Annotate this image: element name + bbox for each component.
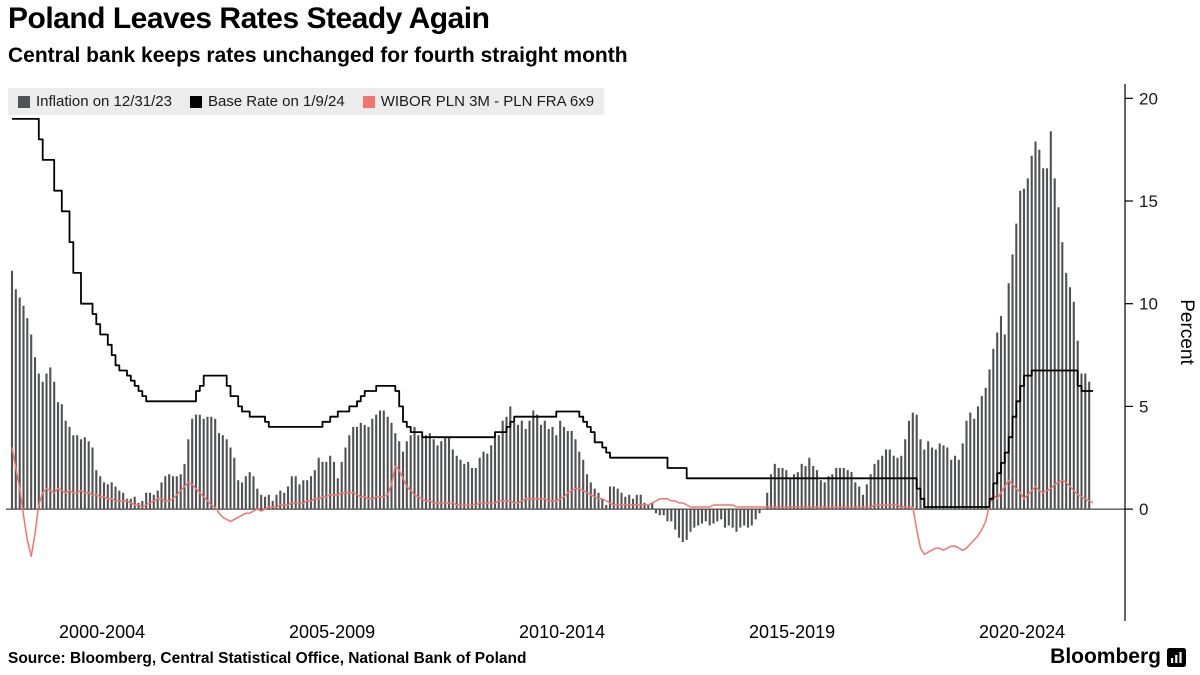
legend-item: Base Rate on 1/9/24 bbox=[189, 93, 345, 110]
legend-item: Inflation on 12/31/23 bbox=[18, 93, 172, 110]
legend-swatch bbox=[18, 95, 30, 108]
legend-label: Inflation on 12/31/23 bbox=[36, 93, 172, 110]
bloomberg-wordmark: Bloomberg bbox=[1050, 645, 1161, 668]
x-axis-label: 2005-2009 bbox=[289, 622, 375, 642]
x-axis-label: 2000-2004 bbox=[59, 622, 145, 642]
bloomberg-logo: Bloomberg bbox=[1050, 645, 1186, 669]
wibor-spread-line bbox=[11, 447, 1094, 558]
x-axis-label: 2010-2014 bbox=[519, 622, 605, 642]
legend-label: WIBOR PLN 3M - PLN FRA 6x9 bbox=[380, 93, 595, 110]
chart-subtitle: Central bank keeps rates unchanged for f… bbox=[8, 44, 628, 67]
inflation-bars bbox=[10, 131, 1091, 542]
y-tick-label: 15 bbox=[1139, 192, 1158, 211]
legend-swatch bbox=[362, 95, 375, 108]
y-tick-label: 10 bbox=[1139, 295, 1158, 314]
bloomberg-chart-icon bbox=[1167, 647, 1186, 667]
legend-item: WIBOR PLN 3M - PLN FRA 6x9 bbox=[362, 93, 595, 110]
y-tick-label: 5 bbox=[1139, 397, 1148, 416]
y-tick-label: 0 bbox=[1139, 500, 1148, 519]
legend: Inflation on 12/31/23 Base Rate on 1/9/24… bbox=[8, 88, 605, 115]
y-tick-label: 20 bbox=[1139, 89, 1158, 108]
x-axis-label: 2020-2024 bbox=[979, 622, 1065, 642]
base-rate-line bbox=[12, 118, 1093, 508]
legend-label: Base Rate on 1/9/24 bbox=[207, 93, 345, 110]
legend-swatch bbox=[189, 95, 202, 108]
x-axis-label: 2015-2019 bbox=[749, 622, 835, 642]
source-note: Source: Bloomberg, Central Statistical O… bbox=[8, 650, 527, 667]
chart-title: Poland Leaves Rates Steady Again bbox=[8, 2, 490, 35]
y-axis-title: Percent bbox=[1176, 299, 1197, 365]
